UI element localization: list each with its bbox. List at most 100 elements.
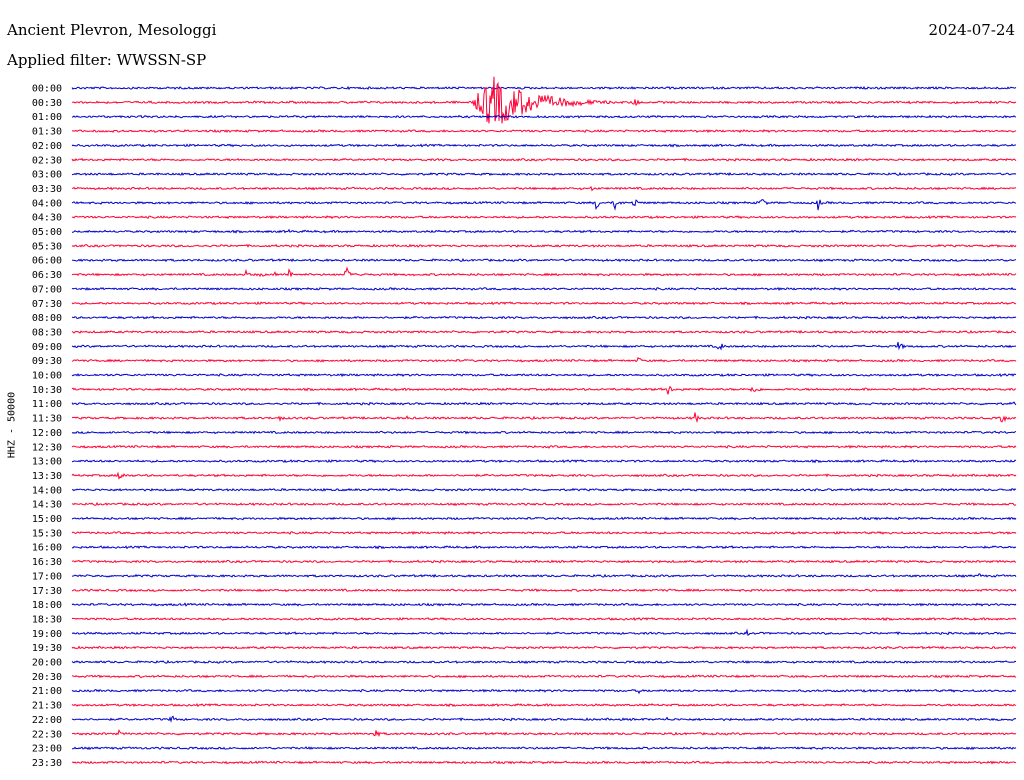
- time-tick-label: 14:30: [32, 500, 62, 511]
- time-tick-label: 14:00: [32, 485, 62, 496]
- trace-line-1500: [71, 516, 1017, 521]
- time-tick-label: 15:00: [32, 514, 62, 525]
- time-tick-label: 04:00: [32, 198, 62, 209]
- time-tick-label: 05:00: [32, 227, 62, 238]
- trace-line-2300: [71, 745, 1017, 751]
- time-tick-label: 06:00: [32, 256, 62, 267]
- trace-line-0130: [71, 129, 1017, 134]
- time-tick-label: 18:30: [32, 614, 62, 625]
- time-tick-label: 17:30: [32, 586, 62, 597]
- time-tick-label: 20:30: [32, 672, 62, 683]
- trace-line-1730: [71, 588, 1017, 593]
- trace-line-0430: [71, 215, 1017, 220]
- trace-line-1230: [71, 444, 1017, 449]
- trace-line-2030: [71, 674, 1017, 679]
- time-tick-label: 16:00: [32, 543, 62, 554]
- time-tick-label: 01:30: [32, 127, 62, 138]
- trace-line-1000: [71, 372, 1017, 378]
- time-tick-label: 08:00: [32, 313, 62, 324]
- trace-line-2000: [71, 659, 1017, 665]
- time-tick-label: 07:00: [32, 284, 62, 295]
- trace-line-1530: [71, 530, 1017, 535]
- time-tick-label: 12:00: [32, 428, 62, 439]
- time-tick-label: 09:30: [32, 356, 62, 367]
- trace-line-0630: [71, 266, 1017, 278]
- trace-line-0530: [71, 243, 1017, 248]
- trace-line-0700: [71, 286, 1017, 291]
- date-label: 2024-07-24: [928, 21, 1015, 39]
- trace-line-1830: [71, 616, 1017, 622]
- time-tick-label: 17:00: [32, 571, 62, 582]
- time-tick-label: 02:00: [32, 141, 62, 152]
- time-tick-label: 11:00: [32, 399, 62, 410]
- trace-line-1930: [71, 645, 1017, 650]
- station-title: Ancient Plevron, Mesologgi: [7, 21, 217, 39]
- trace-line-2230: [71, 728, 1017, 738]
- time-tick-label: 22:30: [32, 729, 62, 740]
- time-tick-label: 03:30: [32, 184, 62, 195]
- time-tick-label: 00:00: [32, 84, 62, 95]
- time-tick-label: 18:00: [32, 600, 62, 611]
- trace-line-1630: [71, 559, 1017, 564]
- trace-line-2100: [71, 688, 1017, 695]
- filter-label: Applied filter: WWSSN-SP: [7, 51, 207, 69]
- trace-line-0100: [71, 114, 1017, 119]
- time-tick-label: 19:30: [32, 643, 62, 654]
- trace-line-1800: [71, 602, 1017, 607]
- trace-line-1700: [72, 573, 1017, 578]
- time-tick-label: 16:30: [32, 557, 62, 568]
- trace-line-0800: [71, 315, 1017, 320]
- time-tick-label: 00:30: [32, 98, 62, 109]
- trace-line-0200: [71, 143, 1017, 148]
- trace-line-1330: [71, 471, 1017, 480]
- trace-line-1600: [71, 545, 1017, 550]
- time-tick-label: 09:00: [32, 342, 62, 353]
- trace-line-1900: [71, 628, 1017, 637]
- time-tick-label: 20:00: [32, 658, 62, 669]
- time-tick-label: 07:30: [32, 299, 62, 310]
- trace-line-0500: [72, 228, 1017, 234]
- trace-line-0600: [71, 258, 1017, 263]
- trace-line-2200: [71, 715, 1017, 723]
- trace-line-1430: [71, 501, 1017, 507]
- time-tick-label: 01:00: [32, 112, 62, 123]
- trace-line-2330: [71, 760, 1016, 765]
- trace-line-0830: [71, 329, 1017, 334]
- time-tick-label: 04:30: [32, 213, 62, 224]
- trace-line-1400: [71, 487, 1017, 492]
- trace-line-0330: [71, 185, 1017, 192]
- time-tick-label: 23:30: [32, 758, 62, 769]
- trace-line-1100: [71, 401, 1017, 406]
- trace-line-0930: [71, 356, 1017, 363]
- time-tick-label: 02:30: [32, 155, 62, 166]
- time-tick-label: 03:00: [32, 170, 62, 181]
- time-tick-label: 13:30: [32, 471, 62, 482]
- time-tick-label: 10:00: [32, 371, 62, 382]
- trace-line-1130: [71, 412, 1017, 424]
- time-tick-label: 13:00: [32, 457, 62, 468]
- trace-line-2130: [71, 703, 1017, 708]
- time-tick-label: 08:30: [32, 327, 62, 338]
- time-tick-label: 11:30: [32, 414, 62, 425]
- time-tick-label: 22:00: [32, 715, 62, 726]
- time-tick-label: 05:30: [32, 241, 62, 252]
- time-tick-label: 23:00: [32, 744, 62, 755]
- time-tick-label: 19:00: [32, 629, 62, 640]
- trace-line-1030: [71, 385, 1017, 395]
- trace-line-0030: [71, 76, 1017, 124]
- trace-line-0900: [71, 341, 1017, 351]
- time-tick-label: 06:30: [32, 270, 62, 281]
- trace-line-1300: [72, 459, 1017, 464]
- time-tick-label: 12:30: [32, 442, 62, 453]
- time-tick-label: 10:30: [32, 385, 62, 396]
- time-tick-label: 15:30: [32, 528, 62, 539]
- trace-line-0230: [71, 157, 1017, 162]
- trace-line-0730: [71, 301, 1017, 306]
- trace-line-1200: [71, 430, 1017, 435]
- time-tick-label: 21:30: [32, 701, 62, 712]
- trace-line-0300: [71, 171, 1017, 177]
- time-tick-label: 21:00: [32, 686, 62, 697]
- trace-line-0400: [71, 199, 1017, 211]
- trace-line-0000: [71, 85, 1017, 91]
